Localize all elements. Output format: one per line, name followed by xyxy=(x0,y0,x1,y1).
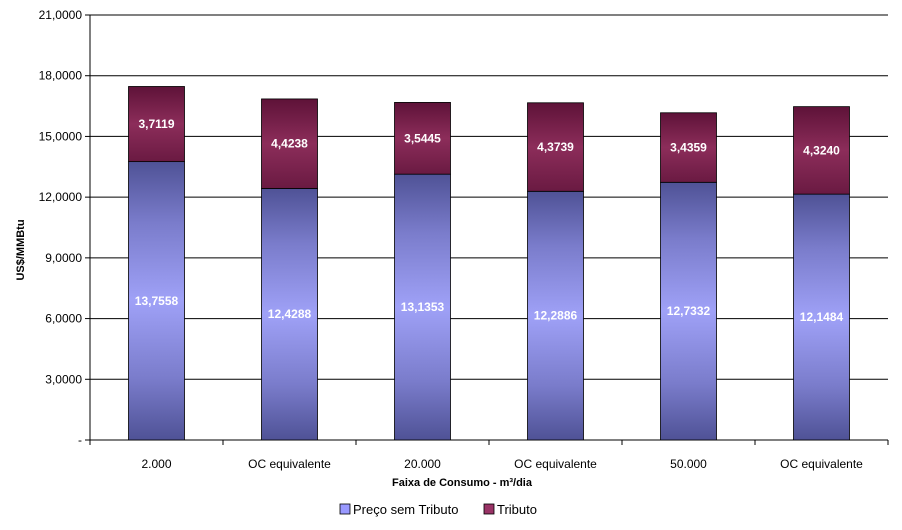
gridlines xyxy=(90,14,888,380)
data-label: 3,5445 xyxy=(404,131,441,145)
bar-segment-preco xyxy=(660,181,717,441)
axes: - 3,0000 6,0000 9,0000 12,0000 15,0000 18,0000… xyxy=(39,8,889,471)
y-tick-label: 15,0000 xyxy=(39,129,83,143)
y-tick-label: 9,0000 xyxy=(45,251,82,265)
y-tick-label: 18,0000 xyxy=(39,69,83,83)
legend-swatch xyxy=(339,503,351,515)
x-tick-label: OC equivalente xyxy=(780,457,863,471)
bar-segment-tributo xyxy=(394,102,451,175)
bar-segment-tributo xyxy=(793,106,850,195)
bar-segment-tributo xyxy=(527,102,584,192)
data-label: 4,4238 xyxy=(271,137,308,151)
legend-label: Tributo xyxy=(497,502,537,517)
y-axis-title: US$/MMBtu xyxy=(15,219,27,280)
data-label: 4,3240 xyxy=(803,143,840,157)
data-label: 3,7119 xyxy=(138,117,174,131)
bar-segment-preco xyxy=(128,161,185,441)
data-label: 4,3739 xyxy=(537,140,574,154)
y-tick-label: 3,0000 xyxy=(45,372,82,386)
bars xyxy=(128,86,850,441)
data-label: 12,7332 xyxy=(667,304,711,318)
y-tick-label: 6,0000 xyxy=(45,312,82,326)
data-label: 13,7558 xyxy=(135,294,179,308)
bar-segment-preco xyxy=(793,193,850,441)
y-tick-label: - xyxy=(78,433,82,447)
legend-label: Preço sem Tributo xyxy=(353,502,459,517)
bar-segment-preco xyxy=(261,188,318,441)
legend: Preço sem Tributo Tributo xyxy=(339,502,537,517)
x-tick-label: OC equivalente xyxy=(514,457,597,471)
legend-swatch xyxy=(483,503,495,515)
y-tick-label: 21,0000 xyxy=(39,8,83,22)
data-labels: 13,7558 3,7119 12,4288 4,4238 13,1353 3,5445 1… xyxy=(135,117,844,324)
data-label: 3,4359 xyxy=(670,141,707,155)
data-label: 12,4288 xyxy=(268,307,312,321)
bar-segment-tributo xyxy=(660,112,717,183)
x-tick-label: 50.000 xyxy=(670,457,707,471)
data-label: 13,1353 xyxy=(401,300,445,314)
bar-segment-tributo xyxy=(128,86,185,163)
x-axis-title: Faixa de Consumo - m³/dia xyxy=(392,477,533,489)
bar-segment-preco xyxy=(394,173,451,441)
data-label: 12,1484 xyxy=(800,310,844,324)
x-tick-label: 20.000 xyxy=(404,457,441,471)
data-label: 12,2886 xyxy=(534,309,578,323)
bar-segment-preco xyxy=(527,190,584,441)
bar-segment-tributo xyxy=(261,98,318,189)
x-tick-label: OC equivalente xyxy=(248,457,331,471)
x-tick-label: 2.000 xyxy=(141,457,171,471)
y-tick-label: 12,0000 xyxy=(39,190,83,204)
